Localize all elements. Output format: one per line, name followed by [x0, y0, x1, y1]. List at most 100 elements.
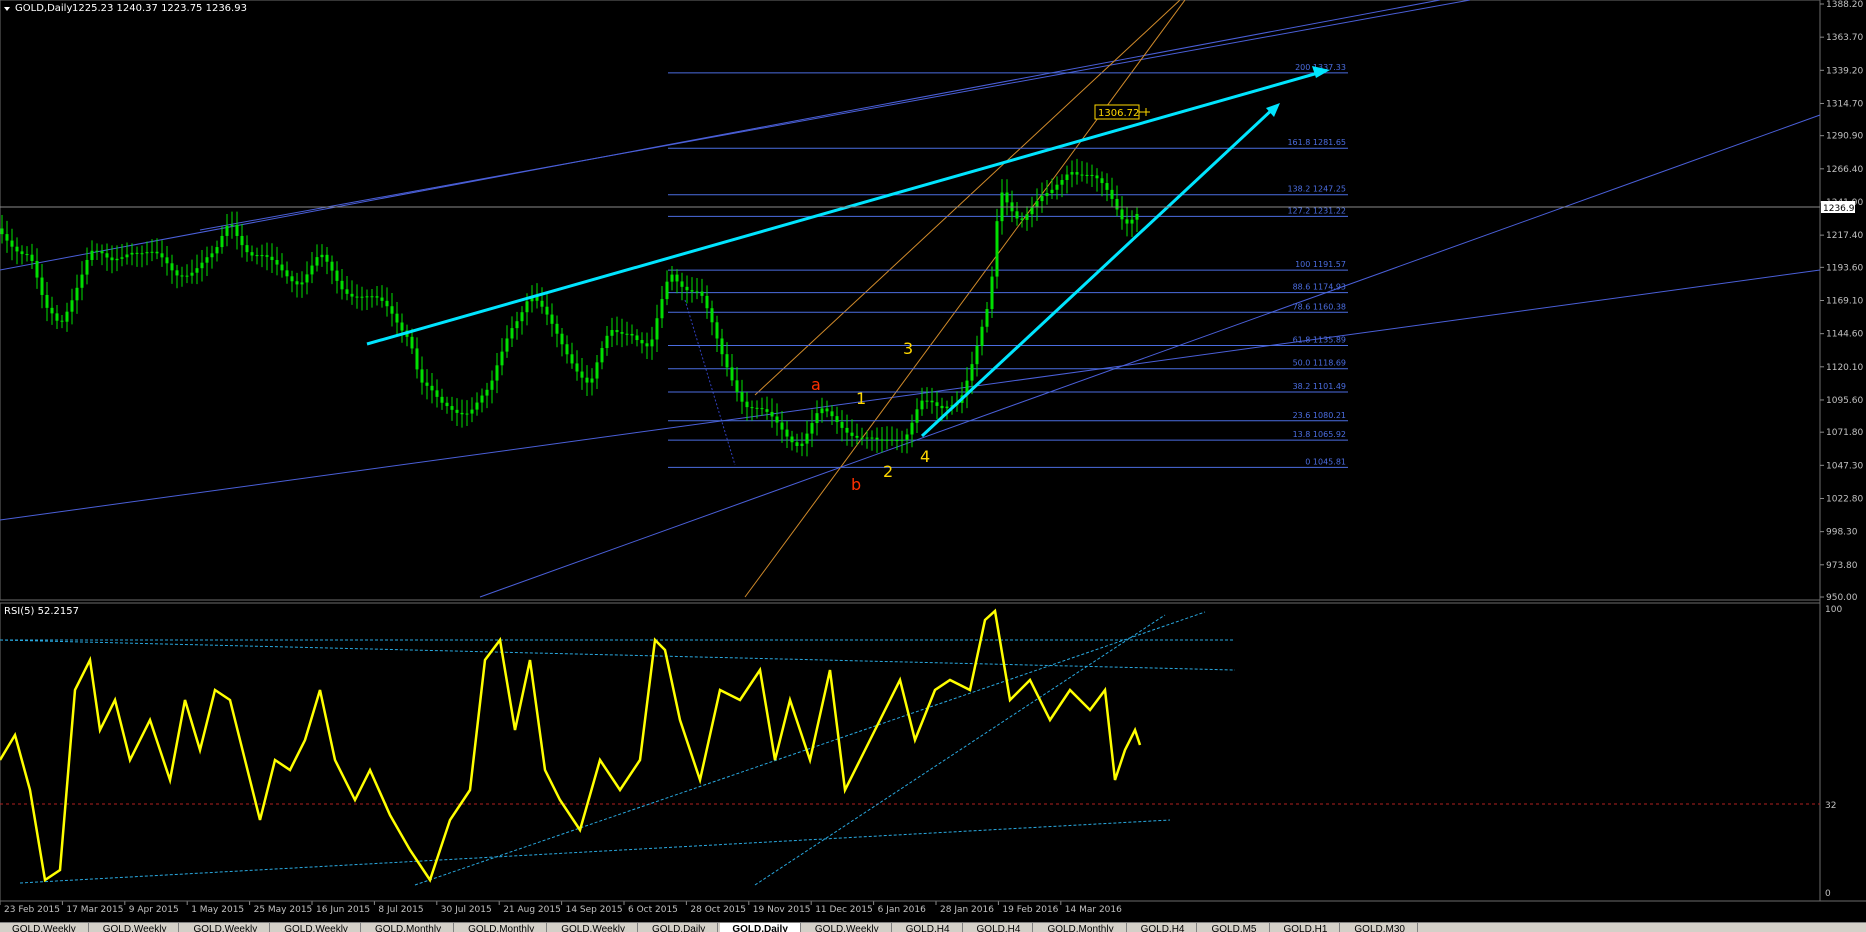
candle-body [695, 291, 699, 293]
candle-body [460, 412, 464, 415]
candle-body [30, 254, 34, 261]
candle-body [545, 306, 549, 315]
candle-body [640, 340, 644, 344]
candle-body [290, 276, 294, 282]
candle-body [820, 408, 824, 414]
candle-body [1050, 189, 1054, 193]
chart-tab[interactable]: GOLD,Daily [640, 923, 719, 932]
chart-tab[interactable]: GOLD,H4 [1129, 923, 1198, 932]
wave-label: 3 [903, 339, 913, 358]
channel-line [0, 0, 1441, 271]
candle-body [615, 330, 619, 333]
candle-body [410, 336, 414, 349]
candle-body [270, 256, 274, 261]
candle-body [565, 344, 569, 355]
candle-body [815, 413, 819, 424]
candle-body [115, 258, 119, 261]
candle-body [455, 409, 459, 413]
support-trendline[interactable] [920, 105, 1277, 438]
main-chart-pane[interactable] [0, 0, 1821, 601]
candle-body [80, 274, 84, 288]
candle-body [635, 335, 639, 341]
chart-tab[interactable]: GOLD,Weekly [181, 923, 271, 932]
candle-body [140, 253, 144, 255]
rsi-label: RSI(5) 52.2157 [4, 606, 79, 617]
rsi-trendline[interactable] [754, 614, 1166, 886]
candle-body [240, 235, 244, 246]
date-axis-label: 6 Oct 2015 [628, 905, 678, 915]
chart-tab[interactable]: GOLD,Monthly [1035, 923, 1127, 932]
chart-tab[interactable]: GOLD,Monthly [456, 923, 548, 932]
chart-tab[interactable]: GOLD,Weekly [272, 923, 361, 932]
candle-body [150, 251, 154, 253]
chart-tab[interactable]: GOLD,Weekly [0, 923, 89, 932]
candle-body [605, 335, 609, 349]
candle-body [435, 390, 439, 397]
candle-body [845, 427, 849, 433]
candle-body [165, 257, 169, 264]
rsi-trendline[interactable] [0, 639, 1236, 671]
candle-body [790, 436, 794, 443]
candle-body [735, 380, 739, 393]
chart-tab[interactable]: GOLD,Daily [720, 923, 801, 932]
chart-tab[interactable]: GOLD,M5 [1199, 923, 1270, 932]
candle-body [620, 332, 624, 334]
date-axis-label: 14 Sep 2015 [566, 905, 623, 915]
candle-body [895, 440, 899, 442]
candle-body [690, 290, 694, 292]
chart-tab[interactable]: GOLD,H1 [1272, 923, 1341, 932]
chart-tab[interactable]: GOLD,Weekly [803, 923, 892, 932]
dropdown-triangle-icon[interactable] [4, 7, 10, 11]
price-marker[interactable]: 1306.72 [1094, 104, 1150, 120]
candle-body [1110, 189, 1114, 199]
candle-body [510, 328, 514, 339]
price-axis-label: 1071.80 [1826, 428, 1863, 438]
rsi-trend-lines[interactable] [0, 611, 1236, 886]
rsi-axis: 100 32 0 [1825, 605, 1842, 899]
candle-body [930, 400, 934, 403]
candle-body [865, 437, 869, 439]
chart-tab[interactable]: GOLD,Weekly [549, 923, 638, 932]
candle-body [370, 296, 374, 298]
candle-body [385, 300, 389, 307]
date-axis-label: 8 Jul 2015 [378, 905, 423, 915]
chart-tab[interactable]: GOLD,M30 [1342, 923, 1418, 932]
arrow-head-icon [1312, 66, 1330, 78]
date-axis-label: 14 Mar 2016 [1065, 905, 1122, 915]
chart-tab[interactable]: GOLD,Weekly [91, 923, 180, 932]
price-axis-label: 1290.90 [1826, 132, 1863, 142]
chart-tab-bar: GOLD,Weekly GOLD,Weekly GOLD,Weekly GOLD,We… [0, 922, 1866, 932]
candle-body [330, 261, 334, 271]
price-axis-label: 1339.20 [1826, 66, 1863, 76]
chart-tab[interactable]: GOLD,Monthly [363, 923, 455, 932]
candle-body [1085, 174, 1089, 176]
candle-body [195, 268, 199, 273]
fibonacci-levels[interactable]: 200 1337.33 161.8 1281.65 138.2 1247.25 127… [668, 63, 1348, 468]
fib-level-label: 50.0 1118.69 [1293, 359, 1346, 368]
price-axis-label: 1095.60 [1826, 396, 1863, 406]
candle-body [890, 439, 894, 441]
candle-body [975, 345, 979, 365]
candle-body [645, 343, 649, 347]
rsi-pane[interactable] [0, 602, 1821, 902]
rsi-trendline[interactable] [19, 819, 1171, 884]
candle-body [860, 437, 864, 439]
price-axis-label: 1144.60 [1826, 330, 1863, 340]
chart-tab[interactable]: GOLD,H4 [894, 923, 963, 932]
candle-body [1135, 213, 1139, 220]
candle-body [715, 322, 719, 339]
date-axis-label: 9 Apr 2015 [129, 905, 179, 915]
rsi-curve [0, 608, 1142, 883]
rsi-trendline[interactable] [414, 611, 1206, 886]
chart-tab[interactable]: GOLD,H4 [965, 923, 1034, 932]
candle-body [950, 405, 954, 407]
candle-body [110, 257, 114, 261]
fib-level-label: 100 1191.57 [1295, 260, 1346, 269]
candle-body [595, 362, 599, 379]
candle-body [980, 326, 984, 346]
fib-level-label: 38.2 1101.49 [1293, 382, 1346, 391]
candle-body [295, 281, 299, 285]
candle-body [200, 262, 204, 269]
